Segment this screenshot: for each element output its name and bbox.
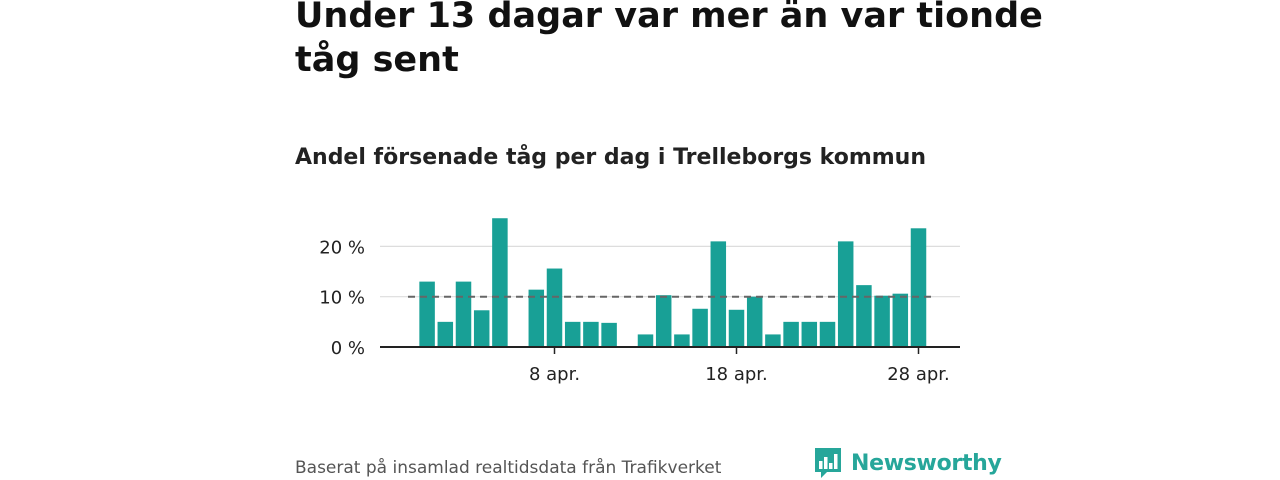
bar <box>655 295 672 347</box>
x-tick-label: 18 apr. <box>705 364 768 385</box>
chart-title: Under 13 dagar var mer än var tionde tåg… <box>295 0 1043 80</box>
bars <box>419 218 927 347</box>
source-note: Baserat på insamlad realtidsdata från Tr… <box>295 458 722 478</box>
newsworthy-logo-icon <box>815 448 841 478</box>
axes: 0 % 10 % 20 % 8 apr. 18 apr. 28 apr. <box>319 237 960 385</box>
bar <box>437 321 454 347</box>
bar <box>692 308 708 347</box>
bar <box>892 293 909 347</box>
bar <box>874 295 890 347</box>
y-tick-label: 10 % <box>319 288 365 309</box>
bar <box>801 321 818 347</box>
newsworthy-logo-text: Newsworthy <box>851 450 1002 476</box>
bar <box>528 289 545 347</box>
x-tick-label: 28 apr. <box>887 364 950 385</box>
bar <box>910 228 927 347</box>
bar <box>819 321 836 347</box>
bar <box>492 218 508 347</box>
bar <box>419 281 435 347</box>
bar <box>783 321 799 347</box>
newsworthy-logo[interactable]: Newsworthy <box>813 446 1002 480</box>
bar <box>746 296 763 347</box>
bar <box>837 241 854 347</box>
bar <box>728 309 745 347</box>
bar <box>473 310 490 347</box>
bar <box>546 268 563 347</box>
bar <box>583 321 599 347</box>
y-tick-label: 20 % <box>319 237 365 258</box>
bar <box>601 322 617 347</box>
bar <box>564 321 581 347</box>
bar <box>455 281 472 347</box>
x-tick-label: 8 apr. <box>529 364 580 385</box>
bar <box>765 334 781 347</box>
bar <box>637 334 654 347</box>
bar <box>856 285 872 347</box>
chart-subtitle: Andel försenade tåg per dag i Trelleborg… <box>295 145 926 170</box>
y-tick-label: 0 % <box>331 338 365 359</box>
bar <box>710 241 727 347</box>
bar <box>674 334 690 347</box>
